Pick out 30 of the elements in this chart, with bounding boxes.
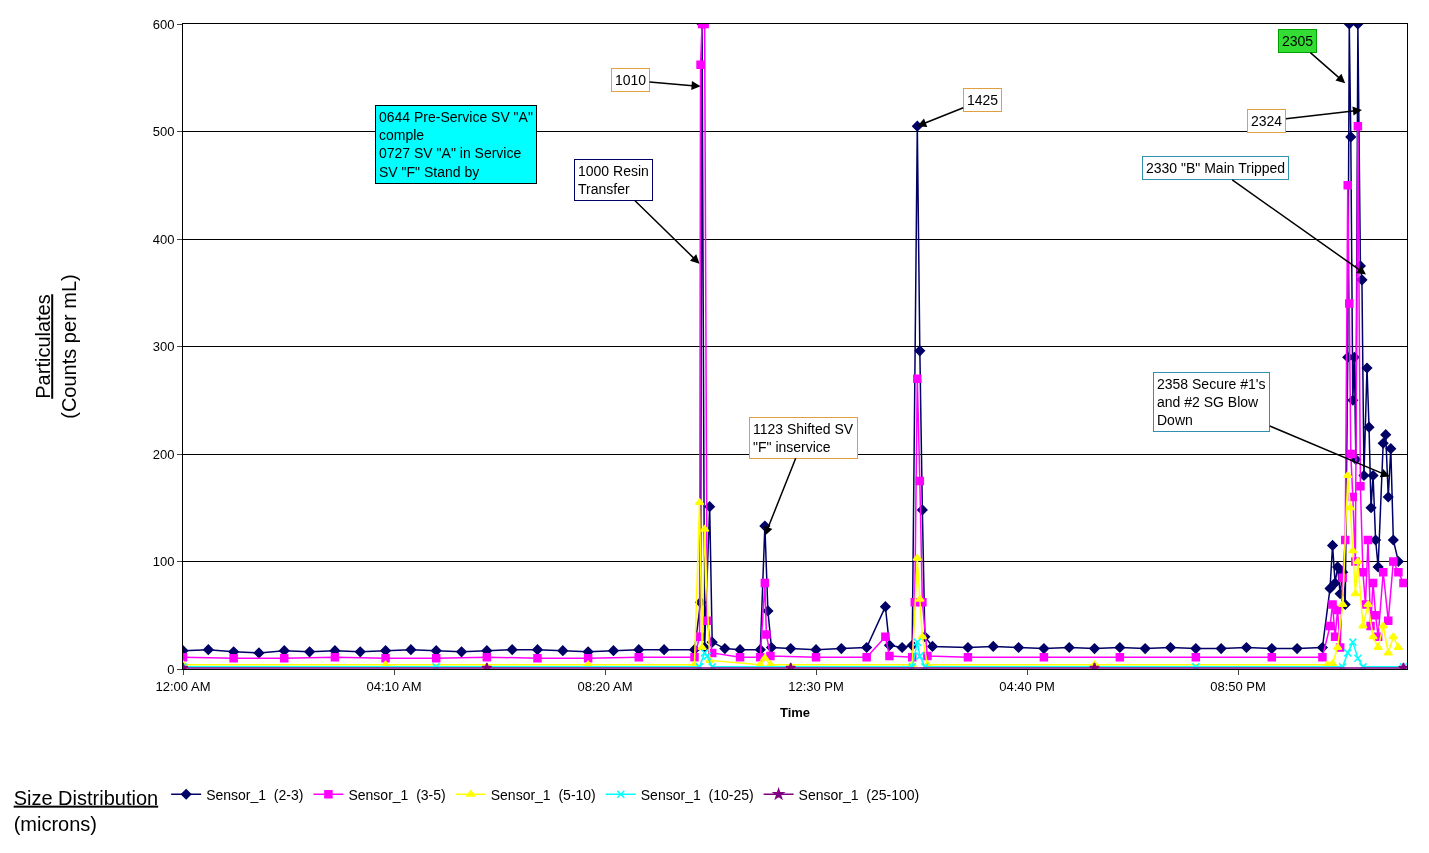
x-tick-label: 04:40 PM (999, 678, 1055, 694)
annotation: 1000 Resin Transfer (578, 163, 649, 198)
x-tick-label: 12:00 AM (155, 678, 211, 694)
x-tick-label: 12:30 PM (788, 678, 844, 694)
legend-title: Size Distribution (microns) (13, 786, 159, 835)
x-axis-title: Time (779, 705, 811, 721)
annotation: 2330 "B" Main Tripped (1146, 160, 1286, 176)
y-tick-label: 600 (152, 16, 175, 32)
y-tick-label: 0 (167, 661, 175, 677)
legend-label: Sensor_1 (2-3) (206, 786, 304, 803)
y-tick-label: 500 (152, 124, 175, 140)
annotation: 2305 (1282, 33, 1314, 49)
y-axis-title: Particulates (Counts per mL) (32, 274, 81, 419)
y-tick-label: 400 (152, 231, 175, 247)
annotation: 2358 Secure #1's and #2 SG Blow Down (1157, 376, 1266, 429)
legend-label: Sensor_1 (5-10) (490, 786, 596, 803)
x-tick-label: 04:10 AM (366, 678, 422, 694)
annotation: 2324 (1251, 113, 1283, 129)
annotation: 0644 Pre-Service SV "A" comple 0727 SV "A" in Service SV "F" Stand by (379, 109, 533, 180)
y-tick-label: 300 (152, 339, 175, 355)
y-tick-label: 200 (152, 446, 175, 462)
x-tick-label: 08:20 AM (577, 678, 633, 694)
legend-label: Sensor_1 (10-25) (640, 786, 754, 803)
annotation: 1010 (615, 72, 647, 88)
x-tick-label: 08:50 PM (1210, 678, 1266, 694)
legend-label: Sensor_1 (3-5) (348, 786, 446, 803)
annotation: 1123 Shifted SV "F" inservice (753, 421, 854, 456)
annotation: 1425 (967, 92, 999, 108)
y-tick-label: 100 (152, 554, 175, 570)
legend-label: Sensor_1 (25-100) (798, 786, 920, 803)
